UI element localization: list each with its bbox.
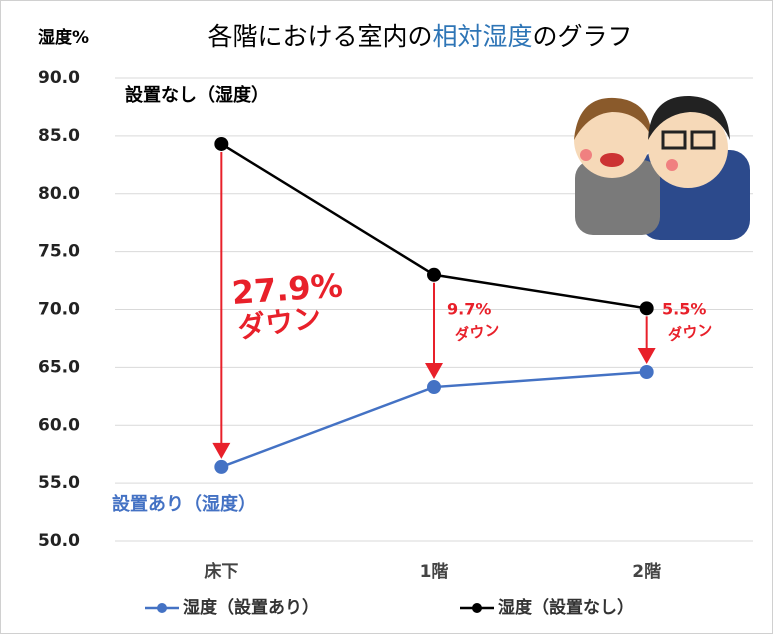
- data-point: [214, 460, 228, 474]
- y-tick-label: 85.0: [38, 126, 80, 146]
- chart: 50.055.060.065.070.075.080.085.090.0湿度% …: [0, 0, 773, 634]
- y-tick-label: 70.0: [38, 300, 80, 320]
- annotation: 5.5%: [662, 300, 706, 319]
- chart-title: 各階における室内の相対湿度のグラフ: [207, 22, 632, 51]
- legend-label: 湿度（設置なし）: [498, 597, 634, 618]
- annotation: 設置あり（湿度）: [112, 493, 256, 515]
- y-tick-label: 65.0: [38, 357, 80, 377]
- cartoon: [574, 96, 750, 240]
- data-point: [427, 380, 441, 394]
- annotation: 9.7%: [447, 300, 491, 319]
- x-tick-label: 床下: [204, 561, 238, 582]
- title-highlight: 相対湿度: [432, 22, 532, 51]
- annotation: 設置なし（湿度）: [125, 84, 269, 106]
- y-axis-label: 湿度%: [38, 27, 89, 48]
- y-tick-label: 90.0: [38, 68, 80, 88]
- legend-label: 湿度（設置あり）: [183, 597, 319, 618]
- legend-marker: [157, 603, 167, 613]
- legend-marker: [472, 603, 482, 613]
- data-point: [427, 268, 441, 282]
- x-tick-label: 2階: [632, 562, 661, 582]
- y-tick-label: 55.0: [38, 473, 80, 493]
- data-point: [640, 301, 654, 315]
- title-part: 各階における室内の: [207, 22, 432, 51]
- y-tick-label: 60.0: [38, 415, 80, 435]
- title-part: のグラフ: [533, 22, 633, 51]
- x-tick-label: 1階: [420, 562, 449, 582]
- y-tick-label: 80.0: [38, 184, 80, 204]
- data-point: [640, 365, 654, 379]
- y-tick-label: 75.0: [38, 242, 80, 262]
- frame: [1, 1, 773, 634]
- y-tick-label: 50.0: [38, 531, 80, 551]
- data-point: [214, 137, 228, 151]
